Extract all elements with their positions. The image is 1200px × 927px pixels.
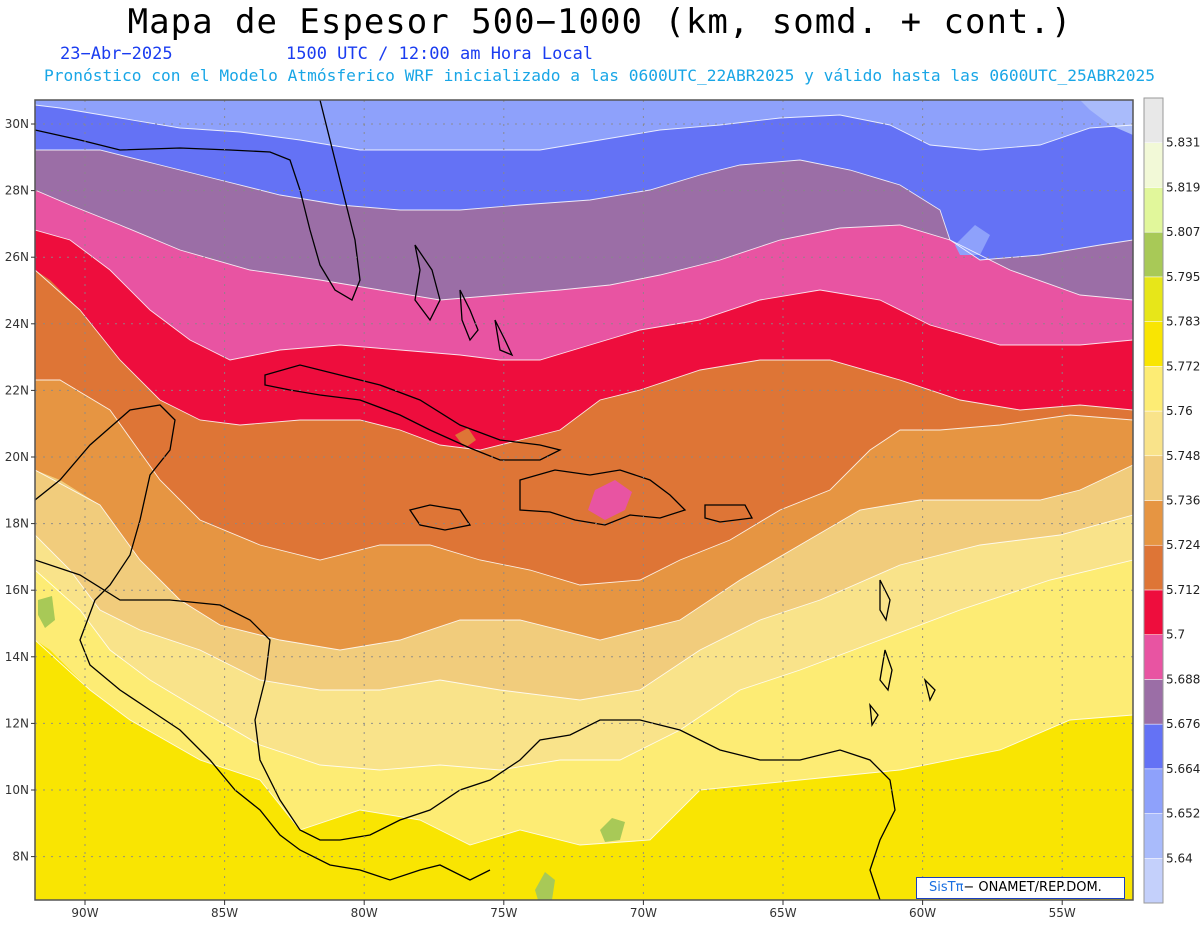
map-title: Mapa de Espesor 500−1000 (km, somd. + co… <box>127 2 1073 42</box>
colorbar-label: 5.736 <box>1166 494 1200 508</box>
latitude-label: 22N <box>5 383 29 397</box>
band-5664 <box>35 100 1133 150</box>
colorbar-swatch <box>1143 723 1164 770</box>
map-frame <box>34 99 1134 901</box>
credit-badge: SisTπ− ONAMET/REP.DOM. <box>916 877 1125 899</box>
colorbar-label: 5.712 <box>1166 583 1200 597</box>
anomaly-blob <box>955 225 990 255</box>
colorbar-label: 5.64 <box>1166 851 1193 865</box>
colorbar-label: 5.7 <box>1166 628 1185 642</box>
colorbar-label: 5.688 <box>1166 672 1200 686</box>
colorbar-swatch <box>1143 231 1164 278</box>
model-info: Pronóstico con el Modelo Atmósferico WRF… <box>44 66 1156 85</box>
sistpi-logo: SisTπ <box>929 880 964 895</box>
colorbar-label: 5.724 <box>1166 538 1200 552</box>
colorbar-swatch <box>1143 366 1164 412</box>
grid <box>35 100 1133 900</box>
anomaly-blob <box>535 872 555 900</box>
longitude-label: 55W <box>1049 906 1076 920</box>
colorbar-swatch <box>1143 321 1164 367</box>
colorbar-label: 5.795 <box>1166 270 1200 284</box>
latitude-label: 28N <box>5 184 29 198</box>
colorbar-labels: 5.64 5.652 5.664 5.676 5.688 5.7 5.712 5.724 5.7… <box>1166 136 1200 866</box>
colorbar-swatch <box>1143 544 1164 591</box>
colorbar-swatch <box>1143 455 1164 501</box>
colorbar-label: 5.819 <box>1166 180 1200 194</box>
colorbar-swatch <box>1143 500 1164 546</box>
thickness-bands <box>35 100 1133 900</box>
longitude-label: 65W <box>769 906 796 920</box>
colorbar-label: 5.664 <box>1166 762 1200 776</box>
colorbar-swatch <box>1143 679 1164 725</box>
forecast-date: 23−Abr−2025 <box>60 44 173 64</box>
colorbar-swatch <box>1143 858 1164 904</box>
anomaly-blob <box>588 480 632 520</box>
colorbar-label: 5.652 <box>1166 807 1200 821</box>
anomaly-blob <box>38 596 55 628</box>
anomaly-blob <box>455 428 476 448</box>
longitude-label: 90W <box>71 906 98 920</box>
colorbar-label: 5.772 <box>1166 359 1200 373</box>
colorbar-swatch <box>1143 410 1164 457</box>
credit-text: − ONAMET/REP.DOM. <box>963 880 1102 895</box>
latitude-label: 18N <box>5 517 29 531</box>
latitude-label: 12N <box>5 716 29 730</box>
colorbar-label: 5.676 <box>1166 717 1200 731</box>
contour-lines <box>35 104 1133 846</box>
colorbar-swatch <box>1143 634 1164 680</box>
latitude-label: 10N <box>5 783 29 797</box>
colorbar-frame <box>1143 97 1164 904</box>
colorbar-label: 5.807 <box>1166 225 1200 239</box>
colorbar <box>1143 97 1164 904</box>
latitude-label: 16N <box>5 583 29 597</box>
colorbar-swatch <box>1143 589 1164 635</box>
latitude-label: 20N <box>5 450 29 464</box>
colorbar-label: 5.748 <box>1166 449 1200 463</box>
longitude-label: 80W <box>351 906 378 920</box>
colorbar-swatch <box>1143 813 1164 859</box>
colorbar-label: 5.831 <box>1166 136 1200 150</box>
colorbar-swatch <box>1143 97 1164 143</box>
longitude-label: 70W <box>630 906 657 920</box>
latitude-label: 14N <box>5 650 29 664</box>
colorbar-swatch <box>1143 187 1164 233</box>
latitude-label: 30N <box>5 117 29 131</box>
anomaly-blob <box>600 818 625 842</box>
longitude-label: 85W <box>211 906 238 920</box>
colorbar-label: 5.76 <box>1166 404 1193 418</box>
colorbar-swatch <box>1143 768 1164 814</box>
longitude-labels: 90W 85W 80W 75W 70W 65W 60W 55W <box>71 900 1076 920</box>
latitude-label: 8N <box>12 850 29 864</box>
colorbar-swatch <box>1143 142 1164 188</box>
latitude-labels: 30N 28N 26N 24N 22N 20N 18N 16N 14N 12N 10N 8N <box>5 117 35 864</box>
longitude-label: 60W <box>909 906 936 920</box>
colorbar-label: 5.783 <box>1166 315 1200 329</box>
latitude-label: 24N <box>5 317 29 331</box>
colorbar-swatch <box>1143 276 1164 322</box>
latitude-label: 26N <box>5 250 29 264</box>
forecast-time: 1500 UTC / 12:00 am Hora Local <box>286 44 594 64</box>
longitude-label: 75W <box>490 906 517 920</box>
